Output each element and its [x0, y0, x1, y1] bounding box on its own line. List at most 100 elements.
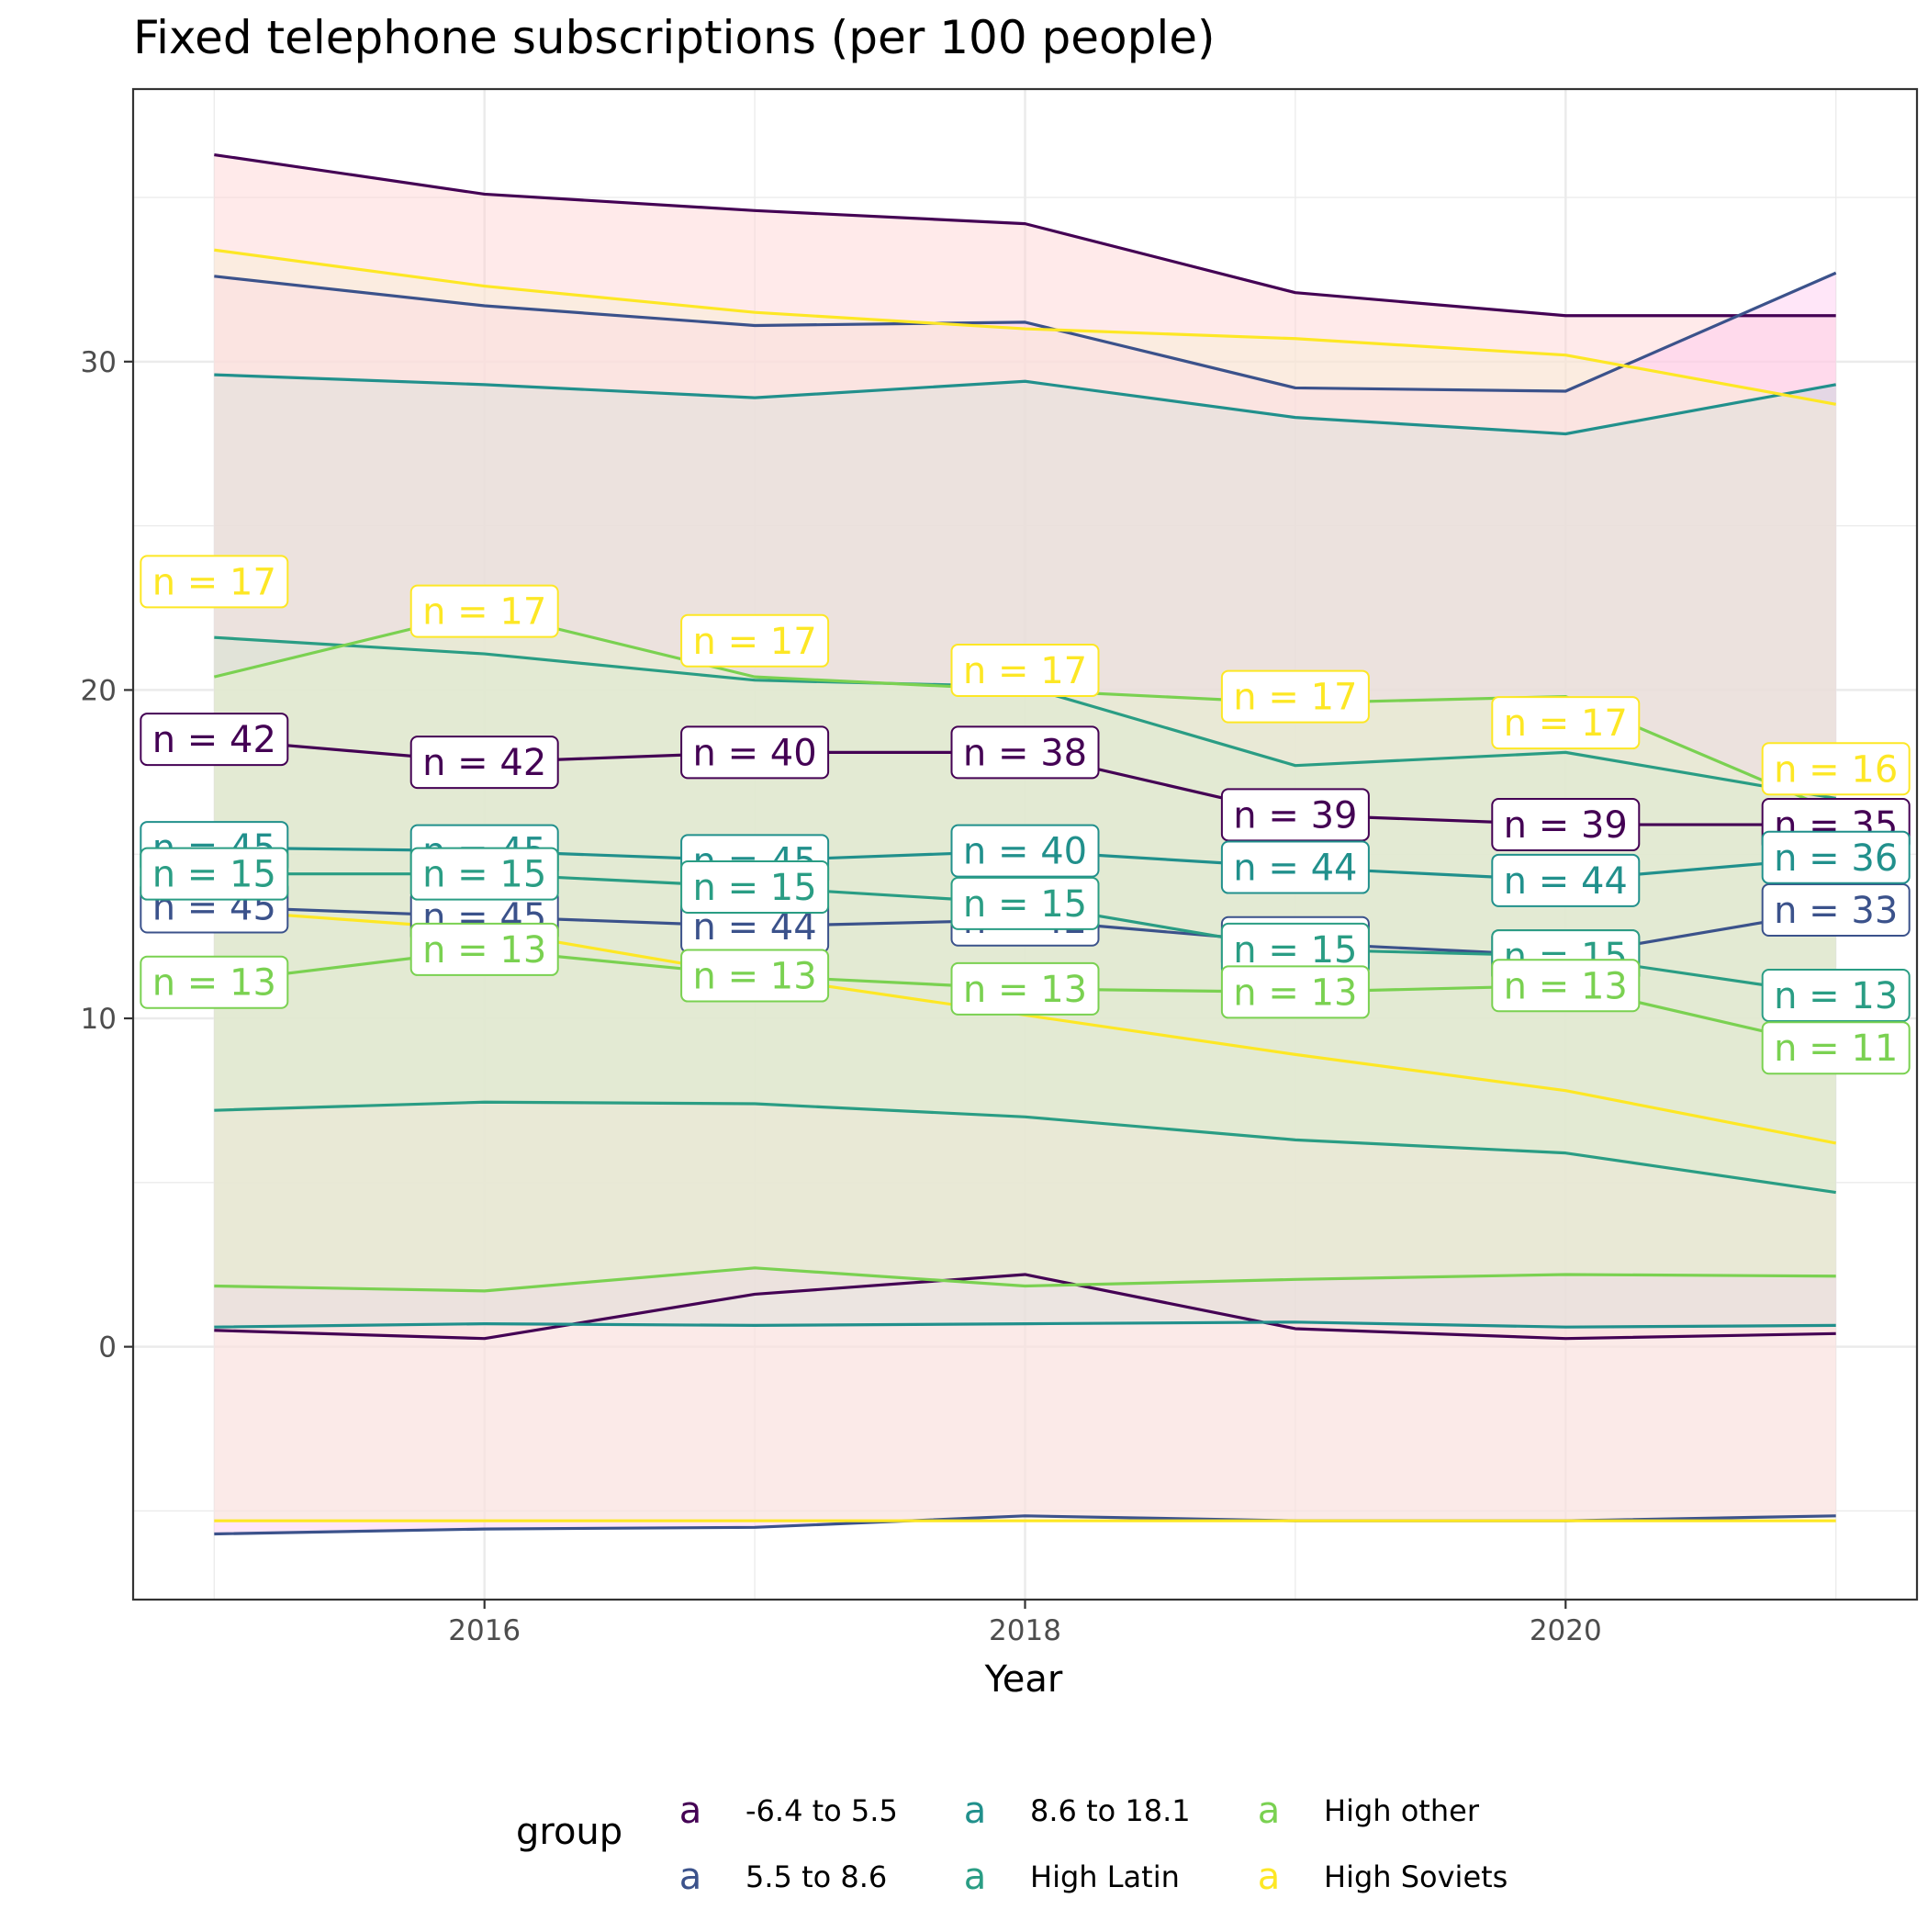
n-label-box: [1761, 969, 1911, 1022]
n-label-text: n = 33: [1774, 890, 1898, 932]
n-label-text: n = 40: [963, 831, 1087, 873]
n-label-text: n = 15: [693, 867, 817, 909]
y-tick-label: 30: [81, 346, 117, 379]
n-label-box: [1761, 883, 1911, 938]
n-label: n = 13: [950, 961, 1100, 1016]
n-label: n = 39: [1491, 798, 1641, 852]
n-label-text: n = 17: [963, 650, 1087, 692]
n-label-box: [140, 955, 289, 1009]
y-tick-label: 10: [81, 1003, 117, 1036]
n-label: n = 15: [680, 859, 830, 914]
x-tick-label: 2018: [989, 1614, 1061, 1647]
n-label-box: [1220, 788, 1370, 842]
n-label-text: n = 15: [152, 854, 276, 896]
legend-label: High Latin: [1030, 1859, 1180, 1894]
n-label-text: n = 39: [1233, 794, 1357, 837]
n-label-text: n = 17: [422, 591, 546, 634]
legend-item-high-other: a High other: [1258, 1790, 1480, 1832]
upper-line-high-soviets: [214, 248, 1836, 406]
n-label-text: n = 44: [1233, 848, 1357, 890]
lower-line-high-latin: [214, 1100, 1836, 1195]
legend-key: a: [679, 1790, 702, 1832]
n-label-box: [950, 725, 1100, 780]
n-label: n = 17: [950, 643, 1100, 697]
n-label-text: n = 16: [1774, 748, 1898, 791]
legend-item-8-6-to-18-1: a 8.6 to 18.1: [964, 1790, 1191, 1832]
y-tick-label: 20: [81, 674, 117, 707]
n-label: n = 13: [1220, 965, 1370, 1019]
n-label: n = 15: [1220, 922, 1370, 976]
n-label-box: [1761, 742, 1911, 796]
n-label-box: [680, 613, 830, 668]
n-label: n = 13: [680, 949, 830, 1003]
n-label: n = 15: [140, 847, 289, 901]
n-label-box: [950, 876, 1100, 930]
n-label-text: n = 11: [1774, 1028, 1898, 1070]
n-label-text: n = 13: [1774, 975, 1898, 1017]
n-label: n = 39: [1220, 788, 1370, 842]
n-label-text: n = 39: [1504, 804, 1628, 847]
n-label-text: n = 36: [1774, 837, 1898, 880]
lower-line-6-4-to-5-5: [214, 1273, 1836, 1341]
n-label-box: [950, 824, 1100, 878]
upper-line-8-6-to-18-1: [214, 373, 1836, 436]
n-label-text: n = 17: [1233, 677, 1357, 719]
n-label-text: n = 42: [152, 719, 276, 761]
n-label: n = 13: [140, 955, 289, 1009]
legend-label: 5.5 to 8.6: [745, 1859, 887, 1894]
upper-line-5-5-to-8-6: [214, 271, 1837, 393]
n-label-box: [1220, 669, 1370, 724]
n-label-text: n = 17: [1504, 702, 1628, 745]
n-label: n = 17: [140, 555, 289, 609]
n-label-box: [950, 961, 1100, 1016]
n-label-box: [1491, 959, 1641, 1013]
legend-label: 8.6 to 18.1: [1030, 1793, 1191, 1828]
n-label-box: [140, 713, 289, 767]
legend-key: a: [679, 1856, 702, 1898]
x-axis-title: Year: [984, 1658, 1063, 1701]
n-label: n = 44: [1220, 840, 1370, 894]
n-label: n = 42: [409, 736, 559, 790]
legend-key: a: [1258, 1856, 1281, 1898]
n-label-box: [1491, 853, 1641, 907]
legend-label: -6.4 to 5.5: [745, 1793, 898, 1828]
n-label-box: [950, 643, 1100, 697]
y-tick-label: 0: [98, 1331, 117, 1365]
n-label: n = 13: [409, 922, 559, 976]
n-label-text: n = 13: [963, 969, 1087, 1011]
n-label-layer: n = 42 n = 42 n = 40 n = 38 n = 39 n = 39 n = …: [140, 555, 1911, 1075]
n-label-box: [140, 555, 289, 609]
n-label-text: n = 15: [1233, 929, 1357, 972]
ribbon-layer: [214, 154, 1836, 1534]
legend: group a -6.4 to 5.5 a 5.5 to 8.6 a 8.6 to 18.…: [516, 1790, 1508, 1898]
n-label-box: [1491, 696, 1641, 750]
x-tick-label: 2020: [1530, 1614, 1602, 1647]
n-label-text: n = 17: [693, 621, 817, 663]
legend-item-6-4-to-5-5: a -6.4 to 5.5: [679, 1790, 898, 1832]
n-label-text: n = 13: [693, 956, 817, 998]
n-label: n = 15: [950, 876, 1100, 930]
x-tick-label: 2016: [448, 1614, 521, 1647]
n-label: n = 13: [1491, 959, 1641, 1013]
n-label-box: [1491, 798, 1641, 852]
n-label-text: n = 13: [152, 962, 276, 1005]
axes-layer: 2016 2018 2020 0 10 20 30: [81, 346, 1602, 1647]
n-label-box: [1220, 965, 1370, 1019]
n-label: n = 40: [680, 725, 830, 780]
n-label: n = 13: [1761, 969, 1911, 1022]
n-label: n = 40: [950, 824, 1100, 878]
chart-title: Fixed telephone subscriptions (per 100 p…: [133, 11, 1216, 64]
n-label-box: [1761, 1021, 1911, 1075]
legend-item-5-5-to-8-6: a 5.5 to 8.6: [679, 1856, 888, 1898]
legend-title: group: [516, 1811, 622, 1853]
n-label-text: n = 13: [1233, 972, 1357, 1014]
n-label: n = 38: [950, 725, 1100, 780]
n-label-box: [409, 584, 559, 638]
n-label-box: [409, 736, 559, 790]
n-label-box: [680, 949, 830, 1003]
n-label-text: n = 15: [963, 883, 1087, 926]
n-label-box: [1761, 830, 1911, 884]
n-label-text: n = 17: [152, 561, 276, 603]
n-label-text: n = 42: [422, 742, 546, 784]
